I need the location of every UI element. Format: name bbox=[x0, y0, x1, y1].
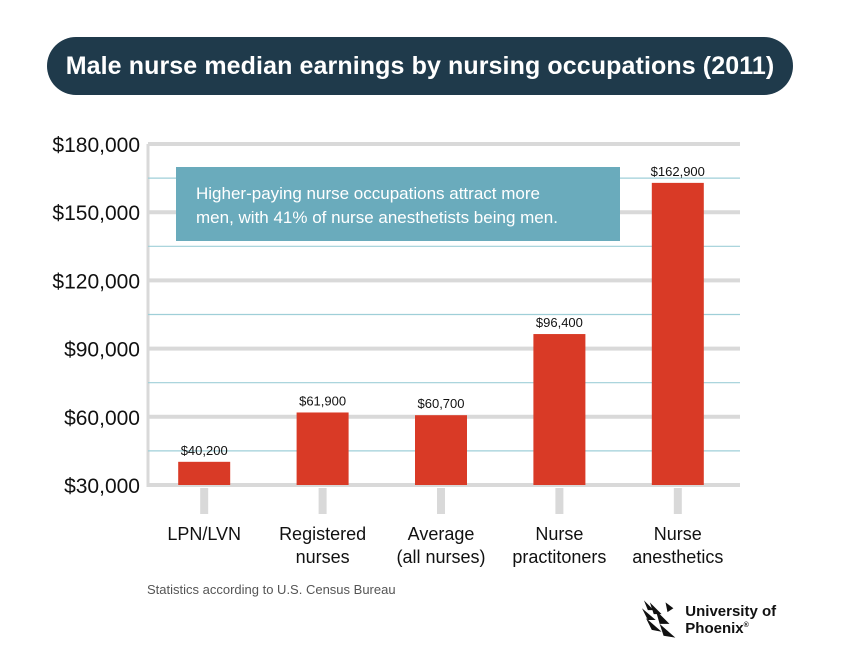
y-axis-ticks: $30,000 $60,000 $90,000 $120,000 $150,000 $18… bbox=[52, 134, 140, 498]
bar-value-label: $60,700 bbox=[418, 396, 465, 411]
bars: $40,200 $61,900 $60,700 $96,400 $162,900 bbox=[178, 164, 705, 485]
x-tick-label: LPN/LVN bbox=[167, 524, 241, 544]
chart-title: Male nurse median earnings by nursing oc… bbox=[65, 51, 775, 80]
x-tick-label: anesthetics bbox=[632, 547, 723, 567]
annotation-text: men, with 41% of nurse anesthetists bein… bbox=[196, 208, 558, 227]
y-tick-label: $30,000 bbox=[64, 475, 140, 498]
x-tick-label: Registered bbox=[279, 524, 366, 544]
x-tick-label: Average bbox=[408, 524, 475, 544]
brand-name: University of Phoenix® bbox=[685, 603, 841, 637]
bar-chart: Higher-paying nurse occupations attract … bbox=[52, 134, 740, 567]
brand-name-text: University of Phoenix bbox=[685, 603, 777, 637]
x-tick-label: Nurse bbox=[535, 524, 583, 544]
x-tick-mark bbox=[673, 488, 682, 514]
bar bbox=[415, 415, 467, 485]
annotation-background bbox=[176, 167, 620, 241]
y-tick-label: $60,000 bbox=[64, 407, 140, 430]
x-tick-label: (all nurses) bbox=[396, 547, 485, 567]
y-tick-label: $150,000 bbox=[52, 202, 140, 225]
x-axis-ticks: LPN/LVN Registered nurses Average (all nurse… bbox=[167, 488, 723, 567]
bar bbox=[296, 412, 349, 485]
x-tick-label: nurses bbox=[296, 547, 350, 567]
bar-value-label: $162,900 bbox=[651, 164, 705, 179]
source-note: Statistics according to U.S. Census Bure… bbox=[147, 582, 396, 597]
bar-value-label: $40,200 bbox=[181, 443, 228, 458]
bar-value-label: $96,400 bbox=[536, 315, 583, 330]
x-tick-label: practitoners bbox=[512, 547, 606, 567]
bar bbox=[651, 182, 704, 485]
annotation-box: Higher-paying nurse occupations attract … bbox=[176, 167, 620, 241]
bar-value-label: $61,900 bbox=[299, 393, 346, 408]
x-tick-mark bbox=[437, 488, 445, 514]
phoenix-bird-icon bbox=[641, 600, 676, 638]
university-logo: University of Phoenix® bbox=[640, 598, 841, 642]
x-tick-mark bbox=[555, 488, 564, 514]
x-tick-mark bbox=[318, 488, 327, 514]
x-tick-mark bbox=[200, 488, 209, 514]
y-tick-label: $180,000 bbox=[52, 134, 140, 157]
bar bbox=[178, 461, 231, 485]
title-banner: Male nurse median earnings by nursing oc… bbox=[47, 37, 793, 95]
bar bbox=[533, 334, 586, 485]
y-tick-label: $90,000 bbox=[64, 339, 140, 362]
brand-registered-mark: ® bbox=[743, 622, 749, 629]
x-tick-label: Nurse bbox=[654, 524, 702, 544]
annotation-text: Higher-paying nurse occupations attract … bbox=[196, 184, 540, 203]
y-tick-label: $120,000 bbox=[52, 270, 140, 293]
